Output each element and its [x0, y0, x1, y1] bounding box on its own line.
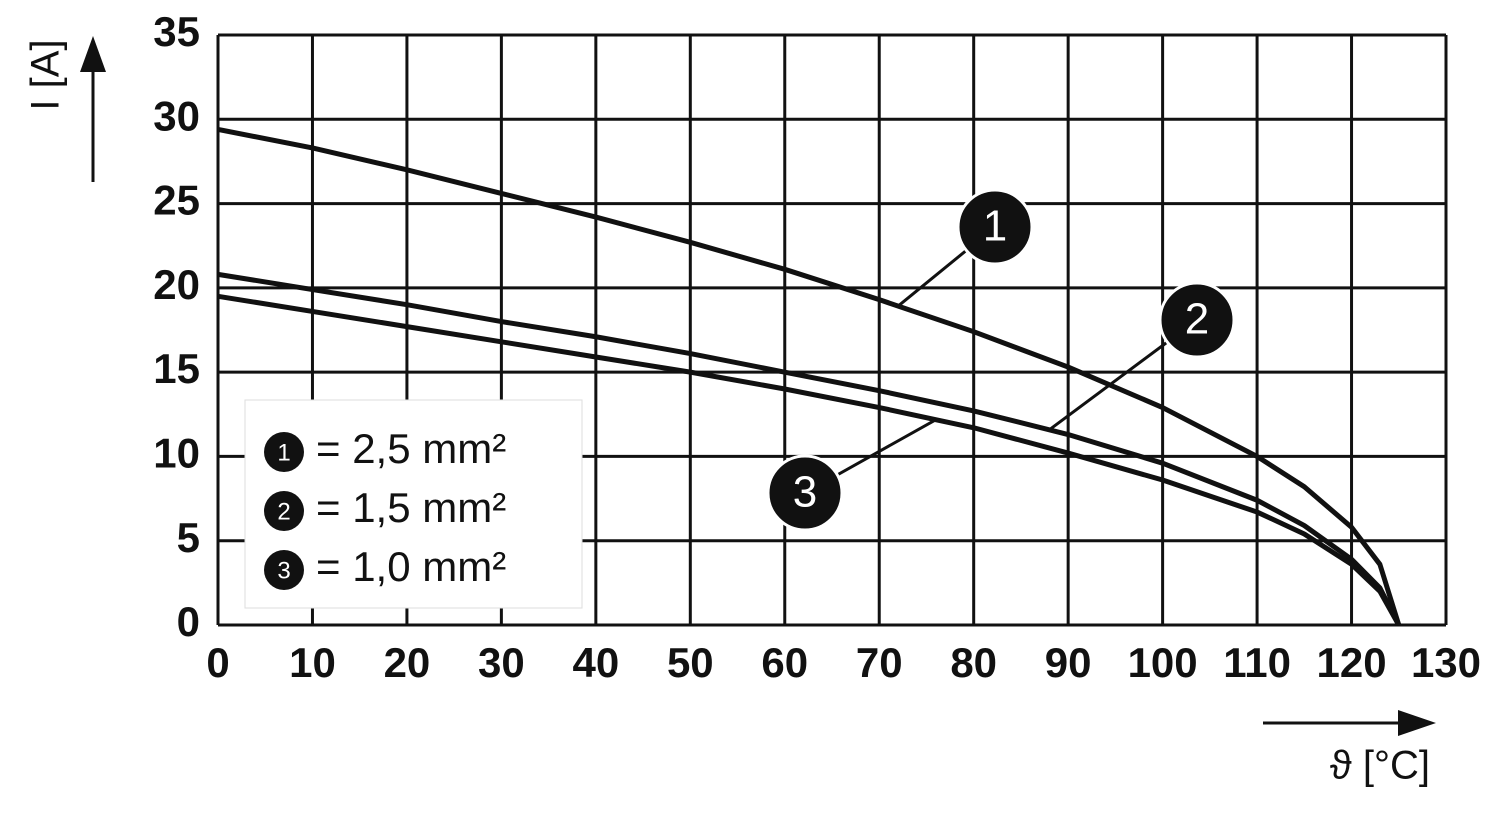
- y-tick-label: 10: [153, 430, 200, 477]
- legend-label: = 1,0 mm²: [316, 543, 506, 590]
- x-arrow-head: [1398, 710, 1436, 736]
- x-axis-label: ϑ [°C]: [1330, 744, 1430, 788]
- x-tick-label: 50: [667, 639, 714, 686]
- y-tick-label: 0: [177, 598, 200, 645]
- x-tick-label: 0: [206, 639, 229, 686]
- y-arrow-head: [80, 36, 106, 72]
- x-tick-label: 10: [289, 639, 336, 686]
- y-tick-label: 25: [153, 177, 200, 224]
- legend-marker-label: 1: [277, 439, 290, 466]
- x-tick-label: 30: [478, 639, 525, 686]
- x-tick-label: 120: [1316, 639, 1386, 686]
- legend-marker-label: 3: [277, 557, 290, 584]
- callout-circle: [1158, 281, 1236, 359]
- legend-marker: [264, 432, 304, 472]
- x-tick-label: 20: [384, 639, 431, 686]
- callout-label: 2: [1185, 295, 1209, 344]
- x-tick-label: 40: [572, 639, 619, 686]
- callout-label: 3: [793, 468, 817, 517]
- y-tick-label: 15: [153, 345, 200, 392]
- y-tick-label: 20: [153, 261, 200, 308]
- x-tick-label: 100: [1128, 639, 1198, 686]
- callout-label: 1: [983, 202, 1007, 251]
- callout-circle: [956, 188, 1034, 266]
- series-line: [217, 271, 1401, 627]
- y-tick-label: 30: [153, 92, 200, 139]
- callout-circle: [766, 454, 844, 532]
- x-tick-label: 130: [1411, 639, 1481, 686]
- y-tick-label: 35: [153, 8, 200, 55]
- series-line: [217, 126, 1402, 626]
- series-line: [217, 293, 1401, 627]
- x-tick-label: 80: [950, 639, 997, 686]
- legend-marker: [264, 491, 304, 531]
- x-tick-label: 60: [761, 639, 808, 686]
- y-tick-label: 5: [177, 514, 200, 561]
- legend-label: = 1,5 mm²: [316, 484, 506, 531]
- x-tick-label: 90: [1045, 639, 1092, 686]
- y-axis-label: I [A]: [24, 39, 68, 110]
- x-tick-label: 110: [1223, 639, 1291, 686]
- legend-marker: [264, 550, 304, 590]
- legend-label: = 2,5 mm²: [316, 425, 506, 472]
- x-tick-label: 70: [856, 639, 903, 686]
- legend-marker-label: 2: [277, 498, 290, 525]
